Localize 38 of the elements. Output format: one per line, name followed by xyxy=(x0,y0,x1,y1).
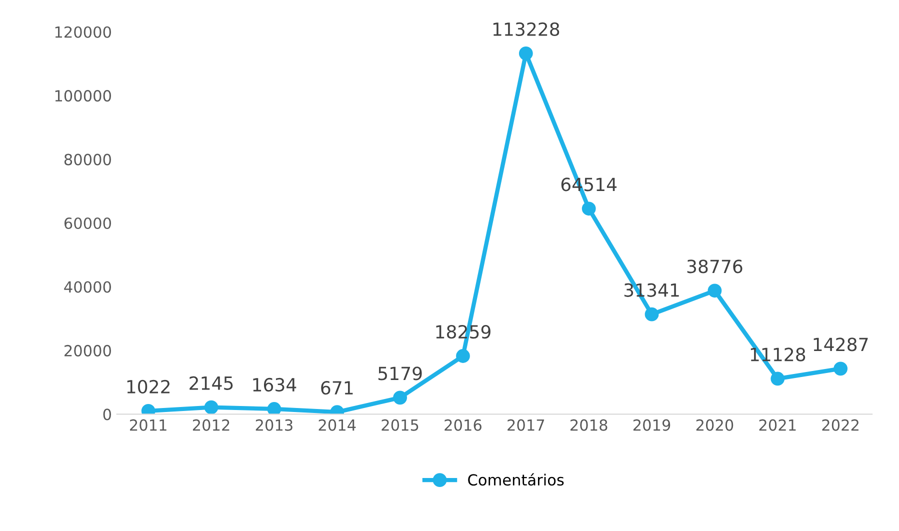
point xyxy=(204,400,218,414)
point xyxy=(393,390,407,405)
y-tick-label: 0 xyxy=(103,408,111,420)
data-label: 38776 xyxy=(687,260,742,274)
x-tick-label: 2016 xyxy=(444,419,482,431)
data-label: 2145 xyxy=(190,376,233,390)
y-tick-label: 20000 xyxy=(64,344,111,356)
x-tick-label: 2019 xyxy=(633,419,670,431)
point xyxy=(770,372,785,386)
point xyxy=(518,46,533,60)
point xyxy=(267,402,282,414)
point xyxy=(582,202,596,216)
x-tick-label: 2018 xyxy=(570,419,608,431)
point xyxy=(644,307,659,322)
point xyxy=(834,362,848,376)
x-tick-label: 2021 xyxy=(759,419,796,431)
point xyxy=(708,284,722,298)
data-label: 1634 xyxy=(253,378,296,392)
x-tick-label: 2013 xyxy=(256,419,292,431)
data-label: 1022 xyxy=(127,380,170,394)
x-tick-label: 2015 xyxy=(382,419,418,431)
data-label: 671 xyxy=(321,381,353,395)
point xyxy=(456,349,470,363)
x-tick-label: 2017 xyxy=(508,419,544,431)
x-tick-label: 2020 xyxy=(696,419,734,431)
data-label: 113228 xyxy=(493,22,560,36)
x-tick-label: 2011 xyxy=(130,419,166,431)
legend-label: Comentários xyxy=(468,473,564,486)
y-tick-label: 60000 xyxy=(64,217,111,230)
x-tick-label: 2012 xyxy=(192,419,230,431)
y-tick-label: 100000 xyxy=(55,90,111,102)
x-tick-label: 2014 xyxy=(318,419,356,431)
y-tick-label: 80000 xyxy=(64,154,111,166)
y-tick-label: 120000 xyxy=(55,26,111,38)
x-tick-label: 2022 xyxy=(822,419,858,431)
y-tick-label: 40000 xyxy=(64,281,111,293)
data-label: 14287 xyxy=(814,338,868,352)
data-label: 5179 xyxy=(378,366,422,380)
